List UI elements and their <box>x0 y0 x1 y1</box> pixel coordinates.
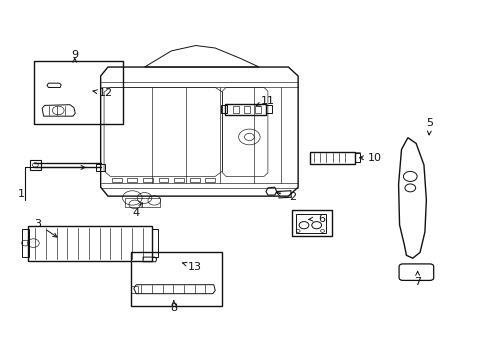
Bar <box>143 178 153 182</box>
Text: 10: 10 <box>367 153 382 163</box>
Text: 8: 8 <box>170 303 177 313</box>
Text: 6: 6 <box>317 214 325 224</box>
Bar <box>125 198 160 207</box>
Bar <box>131 252 221 306</box>
Bar <box>254 106 261 113</box>
Bar <box>174 178 183 182</box>
Text: 11: 11 <box>261 96 274 106</box>
Text: 12: 12 <box>98 88 112 98</box>
Text: 5: 5 <box>426 118 432 128</box>
Bar <box>21 229 29 257</box>
Bar <box>266 105 272 113</box>
Bar <box>30 160 41 170</box>
Bar <box>310 152 354 163</box>
Bar <box>232 106 239 113</box>
Text: 9: 9 <box>71 50 78 60</box>
Bar <box>152 229 158 257</box>
Text: 3: 3 <box>34 219 41 229</box>
Text: 4: 4 <box>132 208 140 218</box>
Text: 13: 13 <box>187 262 202 272</box>
Bar <box>205 178 215 182</box>
Bar <box>96 163 105 171</box>
Text: 1: 1 <box>18 189 24 199</box>
Bar <box>127 178 137 182</box>
Bar <box>296 214 326 233</box>
Bar <box>158 178 168 182</box>
Bar <box>189 178 199 182</box>
Bar <box>354 153 359 162</box>
Bar <box>224 104 266 115</box>
Text: 7: 7 <box>413 277 420 287</box>
Bar <box>292 210 331 235</box>
Bar <box>27 226 152 261</box>
Text: 2: 2 <box>288 192 295 202</box>
Bar <box>112 178 122 182</box>
Bar <box>243 106 249 113</box>
Bar <box>221 105 226 113</box>
Bar <box>131 286 138 293</box>
Bar <box>34 60 122 125</box>
